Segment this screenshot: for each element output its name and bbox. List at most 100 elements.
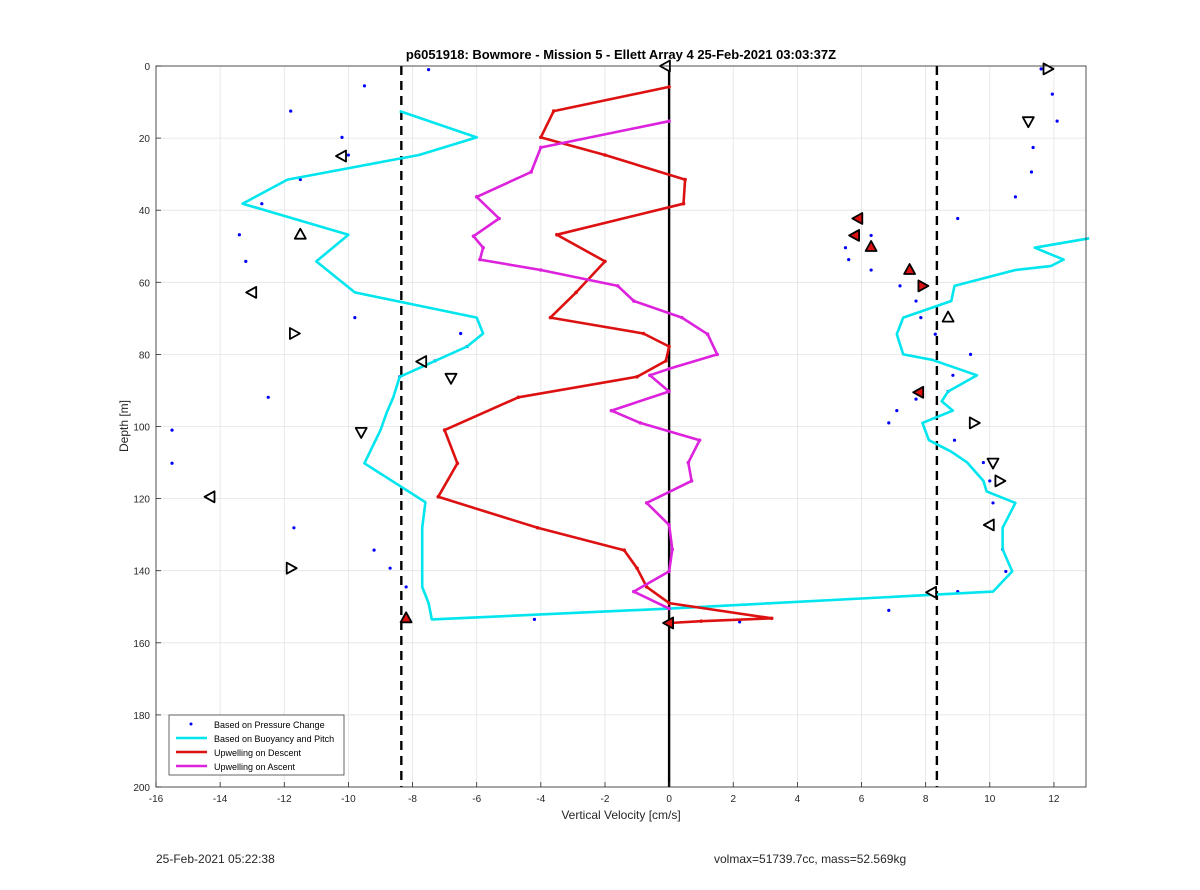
series-marker-2 <box>436 494 441 499</box>
pressure-point <box>1004 569 1008 574</box>
series-marker-3 <box>644 501 649 505</box>
pressure-point <box>1013 195 1018 199</box>
legend-descent-label: Upwelling on Descent <box>214 748 302 758</box>
x-tick-label: -4 <box>536 794 545 805</box>
pressure-point <box>887 421 891 425</box>
direction-triangle-left <box>415 355 428 369</box>
pressure-point <box>895 409 899 413</box>
pressure-point <box>459 331 463 336</box>
series-line-3 <box>472 119 719 610</box>
x-tick-label: 0 <box>666 794 672 805</box>
pressure-point <box>1031 145 1035 150</box>
y-tick-label: 140 <box>133 567 150 578</box>
pressure-point <box>981 460 985 465</box>
x-tick-label: 10 <box>984 794 996 805</box>
x-tick-label: -6 <box>472 794 481 805</box>
direction-triangle-left <box>925 585 937 599</box>
x-tick-label: 2 <box>730 794 736 805</box>
pressure-point <box>869 233 873 238</box>
series-marker-3 <box>715 352 720 357</box>
pressure-point <box>933 332 937 336</box>
pressure-point <box>346 153 351 157</box>
x-tick-label: -16 <box>149 794 164 805</box>
x-tick-label: 12 <box>1048 794 1060 805</box>
pressure-point <box>914 299 918 303</box>
axis-ticks: -16 -14 -12 -10 -8 -6 -4 -2 0 2 4 6 8 10 1202040608010… <box>133 62 1060 805</box>
direction-triangle-up <box>941 310 955 323</box>
legend-pressure-label: Based on Pressure Change <box>214 720 325 730</box>
series-marker-2 <box>535 526 540 530</box>
series-marker-3 <box>632 589 636 594</box>
x-tick-label: -12 <box>277 794 292 805</box>
series-marker-2 <box>574 290 578 295</box>
pressure-point <box>956 216 960 221</box>
y-tick-label: 120 <box>133 495 150 506</box>
pressure-point <box>887 608 891 612</box>
footer-timestamp: 25-Feb-2021 05:22:38 <box>156 852 275 866</box>
pressure-point <box>244 259 248 263</box>
x-tick-label: -10 <box>341 794 356 805</box>
series-marker-2 <box>667 601 671 605</box>
pressure-point <box>1039 67 1043 71</box>
series-marker-3 <box>478 257 482 262</box>
series-marker-2 <box>664 359 668 363</box>
direction-triangle-down <box>354 426 368 439</box>
pressure-point <box>951 373 955 377</box>
series-marker-3 <box>471 234 476 238</box>
series-marker-2 <box>699 619 703 623</box>
pressure-point <box>353 316 357 320</box>
series-marker-3 <box>539 145 543 150</box>
series-marker-3 <box>497 216 501 221</box>
pressure-point <box>898 284 902 288</box>
pressure-point <box>1050 92 1054 96</box>
direction-triangle-left <box>848 228 860 242</box>
series-marker-2 <box>769 616 774 621</box>
direction-triangle-left <box>203 490 216 504</box>
pressure-point <box>869 268 873 272</box>
series-marker-3 <box>632 299 636 303</box>
direction-triangle-left <box>851 212 864 225</box>
pressure-point <box>952 438 957 442</box>
pressure-point <box>1055 119 1059 123</box>
y-tick-label: 200 <box>133 783 150 794</box>
series-marker-3 <box>539 268 543 272</box>
series-marker-3 <box>697 438 702 442</box>
pressure-point <box>738 620 742 624</box>
direction-triangle-up <box>864 240 878 252</box>
series-marker-3 <box>481 245 485 250</box>
direction-triangle-left <box>912 385 925 399</box>
legend-ascent-label: Upwelling on Ascent <box>214 762 296 772</box>
pressure-point <box>426 68 431 72</box>
direction-triangle-left <box>245 285 258 299</box>
direction-triangle-up <box>293 227 307 240</box>
pressure-point <box>170 461 174 465</box>
direction-triangle-left <box>982 518 995 532</box>
direction-triangle-left <box>335 149 347 163</box>
series-marker-3 <box>615 284 620 288</box>
y-tick-label: 180 <box>133 711 150 722</box>
pressure-point <box>289 109 293 113</box>
y-tick-label: 0 <box>144 62 150 73</box>
legend-buoyancy-label: Based on Buoyancy and Pitch <box>214 734 334 744</box>
direction-triangle-right <box>285 561 298 575</box>
series-marker-3 <box>667 119 671 123</box>
series-marker-3 <box>667 523 671 527</box>
pressure-point <box>298 177 302 182</box>
series-marker-2 <box>622 548 627 552</box>
series-marker-3 <box>670 547 675 552</box>
x-tick-label: 8 <box>923 794 929 805</box>
direction-triangle-right <box>968 416 981 430</box>
pressure-point <box>170 428 174 432</box>
series-marker-2 <box>641 331 646 336</box>
pressure-point <box>532 617 537 621</box>
series-marker-3 <box>667 606 671 611</box>
series-marker-2 <box>603 153 607 157</box>
y-axis-label: Depth [m] <box>117 400 131 452</box>
pressure-point <box>388 566 392 570</box>
x-tick-label: -8 <box>408 794 417 805</box>
pressure-point <box>1029 170 1034 174</box>
pressure-point <box>362 84 367 88</box>
pressure-point <box>266 395 270 399</box>
